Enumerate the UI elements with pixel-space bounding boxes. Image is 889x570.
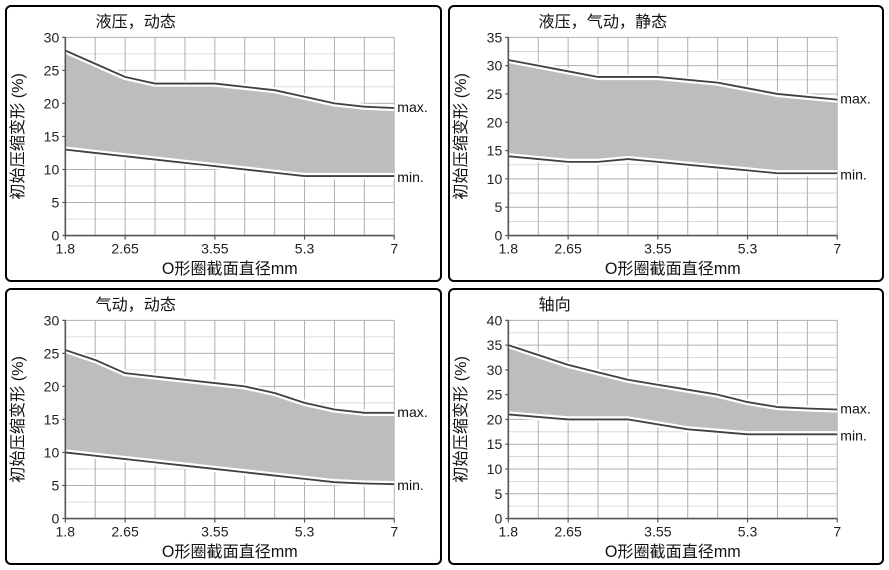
ytick-label: 25	[486, 387, 502, 403]
min-label: min.	[840, 166, 867, 182]
xtick-label: 1.8	[498, 524, 518, 540]
xtick-label: 3.55	[201, 241, 229, 257]
panel-hydraulic_dynamic: 0510152025301.82.653.555.37液压，动态初始压缩变形 (…	[5, 5, 442, 282]
ytick-label: 30	[44, 29, 60, 45]
ytick-label: 40	[486, 312, 502, 328]
chart-grid: 0510152025301.82.653.555.37液压，动态初始压缩变形 (…	[5, 5, 884, 565]
ytick-label: 15	[44, 411, 60, 427]
max-label: max.	[397, 404, 427, 420]
x-axis-label: O形圈截面直径mm	[162, 543, 298, 561]
ytick-label: 30	[44, 312, 60, 328]
ytick-label: 10	[44, 444, 60, 460]
xtick-label: 2.65	[554, 524, 582, 540]
min-label: min.	[397, 169, 424, 185]
min-label: min.	[397, 477, 424, 493]
xtick-label: 2.65	[554, 241, 582, 257]
xtick-label: 3.55	[644, 241, 672, 257]
chart-title: 轴向	[538, 296, 570, 314]
ytick-label: 30	[486, 362, 502, 378]
xtick-label: 5.3	[295, 241, 315, 257]
xtick-label: 7	[833, 524, 841, 540]
chart-title: 液压，气动，静态	[538, 13, 667, 31]
chart-axial: 05101520253035401.82.653.555.37轴向初始压缩变形 …	[450, 290, 883, 563]
chart-hydraulic_pneumatic_static: 051015202530351.82.653.555.37液压，气动，静态初始压…	[450, 7, 883, 280]
ytick-label: 5	[494, 486, 502, 502]
xtick-label: 1.8	[498, 241, 518, 257]
ytick-label: 5	[51, 195, 59, 211]
xtick-label: 2.65	[111, 241, 139, 257]
chart-title: 气动，动态	[96, 296, 176, 314]
ytick-label: 15	[486, 436, 502, 452]
xtick-label: 7	[390, 524, 398, 540]
ytick-label: 20	[486, 411, 502, 427]
max-label: max.	[397, 99, 427, 115]
xtick-label: 3.55	[644, 524, 672, 540]
ytick-label: 20	[486, 114, 502, 130]
xtick-label: 7	[833, 241, 841, 257]
ytick-label: 10	[486, 461, 502, 477]
ytick-label: 10	[486, 171, 502, 187]
x-axis-label: O形圈截面直径mm	[162, 260, 298, 278]
max-label: max.	[840, 401, 870, 417]
ytick-label: 5	[494, 199, 502, 215]
ytick-label: 15	[44, 128, 60, 144]
y-axis-label: 初始压缩变形 (%)	[9, 73, 27, 200]
xtick-label: 3.55	[201, 524, 229, 540]
ytick-label: 10	[44, 161, 60, 177]
xtick-label: 5.3	[737, 524, 757, 540]
ytick-label: 30	[486, 58, 502, 74]
panel-pneumatic_dynamic: 0510152025301.82.653.555.37气动，动态初始压缩变形 (…	[5, 288, 442, 565]
ytick-label: 20	[44, 95, 60, 111]
xtick-label: 2.65	[111, 524, 139, 540]
x-axis-label: O形圈截面直径mm	[604, 543, 740, 561]
panel-hydraulic_pneumatic_static: 051015202530351.82.653.555.37液压，气动，静态初始压…	[448, 5, 885, 282]
xtick-label: 5.3	[295, 524, 315, 540]
chart-title: 液压，动态	[96, 13, 176, 31]
ytick-label: 5	[51, 478, 59, 494]
ytick-label: 25	[486, 86, 502, 102]
chart-hydraulic_dynamic: 0510152025301.82.653.555.37液压，动态初始压缩变形 (…	[7, 7, 440, 280]
ytick-label: 25	[44, 62, 60, 78]
y-axis-label: 初始压缩变形 (%)	[452, 73, 470, 200]
y-axis-label: 初始压缩变形 (%)	[452, 356, 470, 483]
ytick-label: 35	[486, 29, 502, 45]
min-label: min.	[840, 427, 867, 443]
ytick-label: 20	[44, 378, 60, 394]
ytick-label: 15	[486, 143, 502, 159]
ytick-label: 35	[486, 337, 502, 353]
x-axis-label: O形圈截面直径mm	[604, 260, 740, 278]
max-label: max.	[840, 91, 870, 107]
panel-axial: 05101520253035401.82.653.555.37轴向初始压缩变形 …	[448, 288, 885, 565]
xtick-label: 1.8	[56, 524, 76, 540]
xtick-label: 1.8	[56, 241, 76, 257]
chart-pneumatic_dynamic: 0510152025301.82.653.555.37气动，动态初始压缩变形 (…	[7, 290, 440, 563]
xtick-label: 7	[390, 241, 398, 257]
ytick-label: 25	[44, 345, 60, 361]
xtick-label: 5.3	[737, 241, 757, 257]
y-axis-label: 初始压缩变形 (%)	[9, 356, 27, 483]
